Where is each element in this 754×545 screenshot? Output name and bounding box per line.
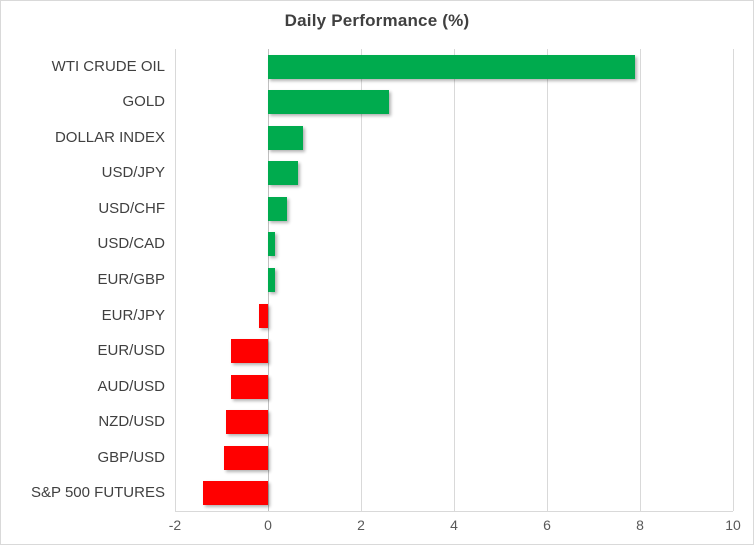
bar-gbp-usd: [223, 445, 268, 470]
category-label: AUD/USD: [97, 377, 165, 395]
bar-gold: [268, 90, 389, 115]
chart-title: Daily Performance (%): [284, 11, 470, 30]
bar-usd-chf: [268, 196, 287, 221]
category-label: S&P 500 FUTURES: [31, 484, 165, 502]
vertical-gridline: [453, 49, 455, 511]
bar-aud-usd: [230, 374, 268, 399]
category-label: GBP/USD: [97, 448, 165, 466]
x-tick-label: 0: [264, 517, 272, 533]
bar-usd-jpy: [268, 161, 299, 186]
category-axis-labels: WTI CRUDE OIL GOLD DOLLAR INDEX USD/JPY USD/…: [1, 49, 165, 511]
bar-eur-usd: [230, 339, 268, 364]
category-label: GOLD: [122, 93, 165, 111]
x-tick-label: 2: [357, 517, 365, 533]
plot-area: [174, 49, 734, 511]
vertical-gridline: [360, 49, 362, 511]
bar-eur-gbp: [268, 268, 275, 292]
bar-wti-crude-oil: [268, 54, 636, 79]
category-label: EUR/GBP: [97, 271, 165, 288]
category-label: EUR/USD: [97, 342, 165, 360]
bar-dollar-index: [268, 125, 303, 150]
x-tick-label: -2: [168, 517, 182, 533]
vertical-gridline: [732, 49, 734, 511]
category-label: USD/CAD: [97, 235, 165, 253]
category-label: NZD/USD: [98, 413, 165, 431]
bar-eur-jpy: [258, 303, 268, 328]
x-axis-tick-labels: -2 0 2 4 6 8 10: [169, 517, 741, 539]
x-tick-label: 4: [450, 517, 458, 533]
x-tick-label: 6: [543, 517, 551, 533]
x-axis-line: [175, 511, 733, 512]
x-tick-label: 8: [636, 517, 644, 533]
x-tick-label: 10: [725, 517, 741, 533]
category-label: USD/JPY: [101, 164, 165, 182]
bar-nzd-usd: [226, 410, 268, 435]
category-label: EUR/JPY: [101, 306, 165, 324]
category-label: DOLLAR INDEX: [54, 128, 165, 146]
bar-usd-cad: [268, 232, 275, 257]
vertical-gridline: [546, 49, 548, 511]
vertical-gridline: [639, 49, 641, 511]
vertical-gridline: [174, 49, 176, 511]
bar-s-p-500-futures: [202, 481, 268, 506]
category-label: USD/CHF: [98, 199, 165, 217]
category-label: WTI CRUDE OIL: [51, 57, 165, 75]
